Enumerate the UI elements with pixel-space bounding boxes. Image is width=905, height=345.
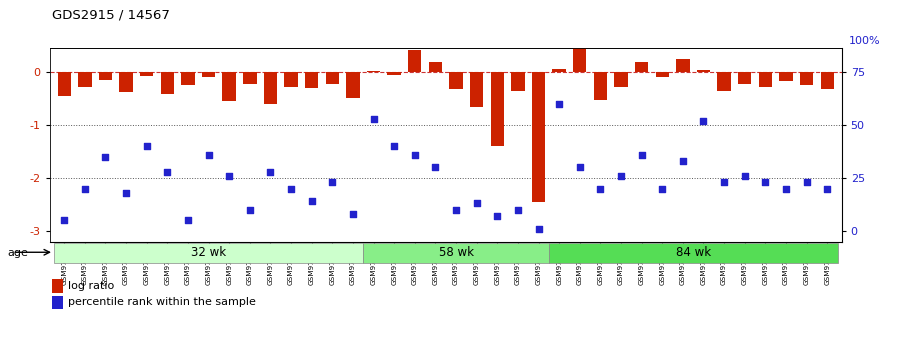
Bar (429, 61, 443, 72)
Bar (58, 72, 71, 96)
Bar (160, 72, 174, 94)
Text: 100%: 100% (849, 36, 881, 46)
Point (696, 118, 710, 124)
Point (778, 186, 793, 191)
Bar (78, 72, 91, 87)
Bar (449, 72, 462, 89)
Bar (491, 72, 504, 146)
Point (614, 173, 628, 179)
Text: 84 wk: 84 wk (676, 246, 710, 259)
Point (510, 207, 525, 213)
Point (325, 179, 339, 185)
Bar (655, 72, 669, 77)
Point (407, 152, 422, 157)
Text: percentile rank within the sample: percentile rank within the sample (68, 297, 256, 307)
Bar (470, 72, 483, 107)
Point (201, 152, 215, 157)
Point (799, 179, 814, 185)
Bar (532, 72, 545, 202)
Point (490, 213, 504, 219)
Bar (305, 72, 319, 88)
Point (655, 186, 670, 191)
Point (263, 169, 278, 174)
Point (634, 152, 649, 157)
Point (346, 211, 360, 217)
Bar (54, 243, 363, 263)
Point (119, 190, 133, 196)
Bar (284, 72, 298, 87)
Point (78, 186, 92, 191)
Point (676, 158, 691, 164)
Bar (223, 72, 236, 101)
Bar (594, 72, 607, 100)
Bar (614, 72, 628, 87)
Point (531, 226, 546, 231)
Bar (779, 72, 793, 81)
Point (573, 165, 587, 170)
Bar (635, 61, 648, 72)
Point (470, 201, 484, 206)
Bar (718, 72, 731, 91)
Bar (367, 71, 380, 72)
Text: log ratio: log ratio (68, 281, 114, 291)
Text: age: age (7, 248, 28, 257)
Bar (676, 59, 690, 72)
Bar (697, 70, 710, 72)
Bar (326, 72, 339, 84)
Point (57, 218, 71, 223)
Point (139, 144, 154, 149)
Text: 32 wk: 32 wk (191, 246, 226, 259)
Bar (573, 39, 586, 72)
Point (160, 169, 175, 174)
Bar (800, 72, 814, 85)
Point (449, 207, 463, 213)
Point (820, 186, 834, 191)
Bar (511, 72, 525, 91)
Point (243, 207, 257, 213)
Point (181, 218, 195, 223)
Point (304, 198, 319, 204)
Bar (387, 72, 401, 75)
Point (552, 101, 567, 107)
Point (222, 173, 236, 179)
Bar (263, 72, 277, 104)
Point (758, 179, 773, 185)
Bar (363, 243, 548, 263)
Point (387, 144, 402, 149)
Point (717, 179, 731, 185)
Point (428, 165, 443, 170)
Bar (119, 72, 133, 92)
Point (367, 116, 381, 121)
Point (593, 186, 607, 191)
Bar (738, 72, 751, 84)
Bar (140, 72, 154, 76)
Bar (758, 72, 772, 87)
Bar (552, 69, 566, 72)
Bar (548, 243, 837, 263)
Bar (347, 72, 359, 98)
Bar (181, 72, 195, 85)
Point (738, 173, 752, 179)
Bar (821, 72, 834, 89)
Bar (99, 72, 112, 80)
Bar (243, 72, 256, 84)
Point (99, 154, 113, 160)
Text: GDS2915 / 14567: GDS2915 / 14567 (52, 9, 169, 22)
Bar (408, 50, 422, 72)
Bar (202, 72, 215, 77)
Point (284, 186, 299, 191)
Text: 58 wk: 58 wk (439, 246, 473, 259)
